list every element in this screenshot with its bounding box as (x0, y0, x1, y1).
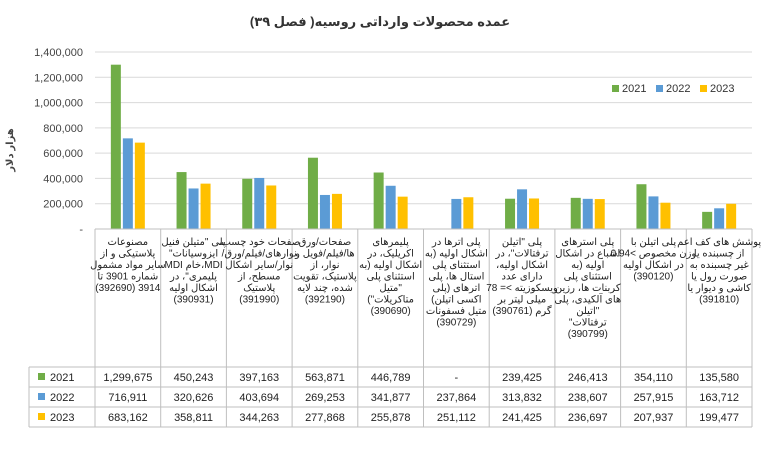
data-label: 683,162 (108, 412, 148, 424)
y-tick-label: 1,400,000 (34, 47, 83, 59)
data-label: 1,299,675 (103, 372, 152, 384)
data-label: 237,864 (436, 392, 476, 404)
data-label: 450,243 (174, 372, 214, 384)
row-label: 2022 (50, 392, 74, 404)
bar-2021 (242, 178, 253, 229)
bar-2021 (110, 64, 121, 229)
row-swatch (38, 413, 45, 420)
data-label: 358,811 (174, 412, 213, 424)
bar-2023 (594, 199, 605, 229)
bar-2022 (122, 138, 133, 229)
category-label: پلی استرهای اشباع در اشکال اولیه (به استثنا… (554, 237, 621, 340)
category-label: صفحات/ورق ها/فیلم/فویل و نوار، از پلاستیک، … (293, 237, 357, 306)
y-tick-label: 1,000,000 (34, 98, 83, 110)
bar-2022 (648, 196, 659, 229)
bar-2023 (266, 185, 277, 229)
y-tick-label: 200,000 (43, 199, 83, 211)
category-label: صفحات خود چسب، نوارهای/فیلم/ورق/نوار/سایر… (218, 237, 300, 306)
y-tick-label: 1,200,000 (34, 72, 83, 84)
legend: 2021 2022 2023 (612, 83, 734, 95)
data-label: - (455, 372, 459, 384)
bar-2021 (176, 172, 187, 229)
bar-2021 (570, 197, 581, 229)
bar-2021 (702, 211, 713, 229)
bar-2022 (319, 194, 330, 229)
bar-2021 (636, 184, 647, 229)
y-tick-label: 400,000 (43, 173, 83, 185)
bar-2023 (529, 198, 540, 229)
data-label: 269,253 (305, 392, 345, 404)
data-table: مصنوعات پلاستیکی و از سایر مواد مشمول شماره… (28, 228, 761, 428)
bar-2022 (451, 198, 462, 229)
bar-2022 (517, 189, 528, 229)
bar-2021 (373, 172, 384, 229)
data-label: 236,697 (568, 412, 608, 424)
bar-2023 (200, 183, 211, 229)
data-label: 446,789 (371, 372, 411, 384)
row-swatch (38, 393, 45, 400)
bar-2021 (505, 198, 516, 229)
data-label: 199,477 (699, 412, 739, 424)
bar-2023 (463, 197, 474, 229)
data-label: 257,915 (634, 392, 674, 404)
chart-title: عمده محصولات وارداتی روسیه( فصل ۳۹) (250, 14, 510, 29)
data-label: 341,877 (371, 392, 411, 404)
bar-2022 (714, 208, 725, 229)
category-label: مصنوعات پلاستیکی و از سایر مواد مشمول شماره… (90, 237, 166, 294)
data-label: 246,413 (568, 372, 608, 384)
bar-2023 (660, 202, 671, 229)
y-axis-label: هزار دلار (5, 128, 16, 173)
legend-label: 2023 (710, 83, 734, 95)
bar-2023 (397, 196, 408, 229)
legend-label: 2021 (622, 83, 646, 95)
data-label: 313,832 (502, 392, 542, 404)
bar-2022 (254, 177, 265, 229)
category-label: پلی اترها در اشکال اولیه (به استثنای پلی اس… (425, 237, 488, 329)
gridlines (95, 51, 752, 205)
data-label: 135,580 (699, 372, 739, 384)
y-tick-label: - (79, 224, 83, 236)
y-tick-label: 600,000 (43, 148, 83, 160)
data-label: 207,937 (634, 412, 674, 424)
data-label: 255,878 (371, 412, 411, 424)
bar-2022 (188, 188, 199, 229)
row-swatch (38, 373, 45, 380)
category-label: پلی "متیلن فنیل ایزوسیانات" MDI،خام MDI پلی… (161, 237, 225, 306)
data-label: 277,868 (305, 412, 345, 424)
data-label: 344,263 (239, 412, 279, 424)
category-label: پلی "اتیلن ترفتالات"، در اشکال اولیه، دارای… (486, 237, 558, 317)
bar-2023 (134, 142, 145, 229)
data-label: 716,911 (108, 392, 147, 404)
data-label: 320,626 (174, 392, 214, 404)
category-label: پلی اتیلن با وزن مخصوص >0.94 در اشکال اولی… (611, 237, 697, 283)
data-label: 241,425 (502, 412, 542, 424)
data-label: 163,712 (699, 392, 739, 404)
bar-2023 (726, 203, 737, 229)
data-label: 563,871 (305, 372, 345, 384)
y-tick-label: 800,000 (43, 123, 83, 135)
data-label: 251,112 (437, 412, 476, 424)
data-label: 238,607 (568, 392, 608, 404)
legend-label: 2022 (666, 83, 690, 95)
y-axis: - 200,000 400,000 600,000 800,000 1,000,000 1,… (34, 47, 83, 236)
bar-2021 (307, 157, 318, 229)
legend-swatch (612, 85, 619, 92)
row-label: 2023 (50, 412, 74, 424)
legend-swatch (700, 85, 707, 92)
data-label: 403,694 (239, 392, 279, 404)
bar-2023 (331, 193, 342, 229)
data-label: 239,425 (502, 372, 542, 384)
data-label: 397,163 (239, 372, 279, 384)
bar-2022 (582, 198, 593, 229)
bars (110, 64, 737, 229)
category-label: پلیمرهای اکریلیک، در اشکال اولیه (به استثنا… (359, 237, 422, 317)
category-label: پوشش های کف اعم از چسبنده یا غیر چسبنده به… (677, 237, 761, 306)
data-label: 354,110 (634, 372, 673, 384)
legend-swatch (656, 85, 663, 92)
row-label: 2021 (50, 372, 74, 384)
bar-2022 (385, 185, 396, 229)
